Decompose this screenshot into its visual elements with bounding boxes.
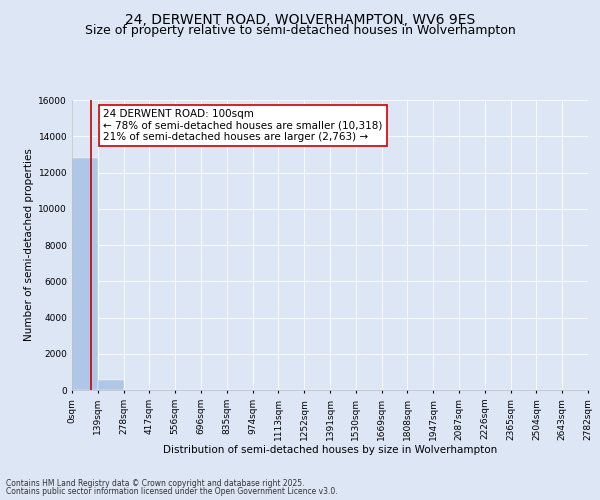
Text: Size of property relative to semi-detached houses in Wolverhampton: Size of property relative to semi-detach…	[85, 24, 515, 37]
X-axis label: Distribution of semi-detached houses by size in Wolverhampton: Distribution of semi-detached houses by …	[163, 446, 497, 456]
Text: 24 DERWENT ROAD: 100sqm
← 78% of semi-detached houses are smaller (10,318)
21% o: 24 DERWENT ROAD: 100sqm ← 78% of semi-de…	[103, 108, 382, 142]
Text: Contains public sector information licensed under the Open Government Licence v3: Contains public sector information licen…	[6, 487, 338, 496]
Bar	[98, 380, 124, 390]
Bar	[72, 158, 98, 390]
Text: 24, DERWENT ROAD, WOLVERHAMPTON, WV6 9ES: 24, DERWENT ROAD, WOLVERHAMPTON, WV6 9ES	[125, 12, 475, 26]
Y-axis label: Number of semi-detached properties: Number of semi-detached properties	[24, 148, 34, 342]
Text: Contains HM Land Registry data © Crown copyright and database right 2025.: Contains HM Land Registry data © Crown c…	[6, 478, 305, 488]
